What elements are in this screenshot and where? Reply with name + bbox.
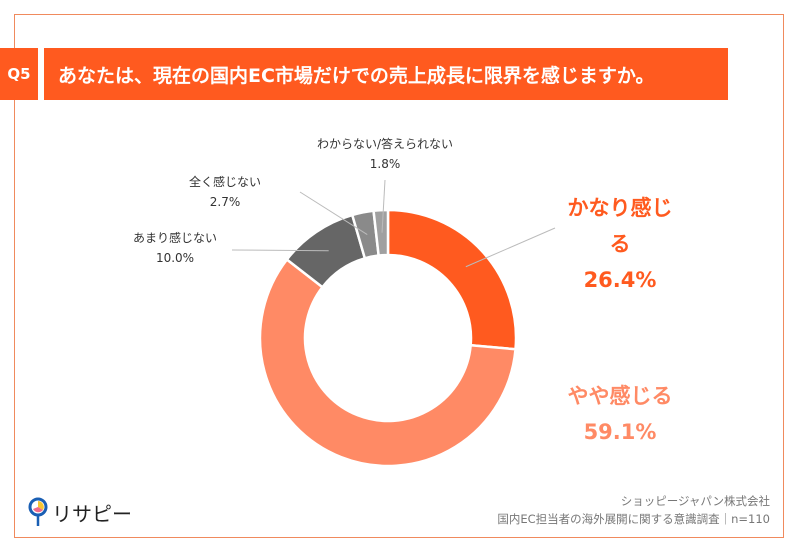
value-label: 26.4% bbox=[583, 268, 657, 292]
category-label: わからない/答えられない bbox=[316, 137, 454, 151]
leader-line bbox=[299, 191, 368, 235]
category-label: 全く感じない bbox=[188, 175, 261, 189]
source-survey: 国内EC担当者の海外展開に関する意識調査｜n=110 bbox=[497, 512, 770, 526]
value-label: 10.0% bbox=[155, 251, 195, 265]
source-company: ショッピージャパン株式会社 bbox=[620, 494, 770, 508]
logo: リサピー bbox=[28, 497, 132, 527]
leader-line bbox=[381, 179, 386, 233]
label-mattaku: 全く感じない 2.7% bbox=[170, 172, 280, 212]
question-number: Q5 bbox=[0, 48, 38, 100]
category-label: あまり感じない bbox=[132, 231, 217, 245]
logo-text: リサピー bbox=[52, 501, 132, 526]
value-label: 2.7% bbox=[209, 195, 241, 209]
label-amari: あまり感じない 10.0% bbox=[120, 228, 230, 268]
category-label: かなり感じる bbox=[567, 196, 673, 256]
logo-icon bbox=[28, 497, 48, 526]
leader-line bbox=[465, 227, 556, 268]
donut-slice bbox=[372, 208, 390, 257]
category-label: やや感じる bbox=[567, 384, 673, 408]
value-label: 59.1% bbox=[583, 420, 657, 444]
label-yaya: やや感じる 59.1% bbox=[555, 378, 685, 450]
donut-slice bbox=[258, 257, 517, 468]
label-kanari: かなり感じる 26.4% bbox=[560, 190, 680, 298]
chart-frame bbox=[14, 14, 784, 538]
donut-slice bbox=[386, 208, 518, 351]
question-title: あなたは、現在の国内EC市場だけでの売上成長に限界を感じますか。 bbox=[44, 48, 728, 100]
source: ショッピージャパン株式会社 国内EC担当者の海外展開に関する意識調査｜n=110 bbox=[497, 492, 770, 528]
value-label: 1.8% bbox=[369, 157, 401, 171]
leader-line bbox=[231, 249, 329, 252]
label-wakaranai: わからない/答えられない 1.8% bbox=[290, 134, 480, 174]
